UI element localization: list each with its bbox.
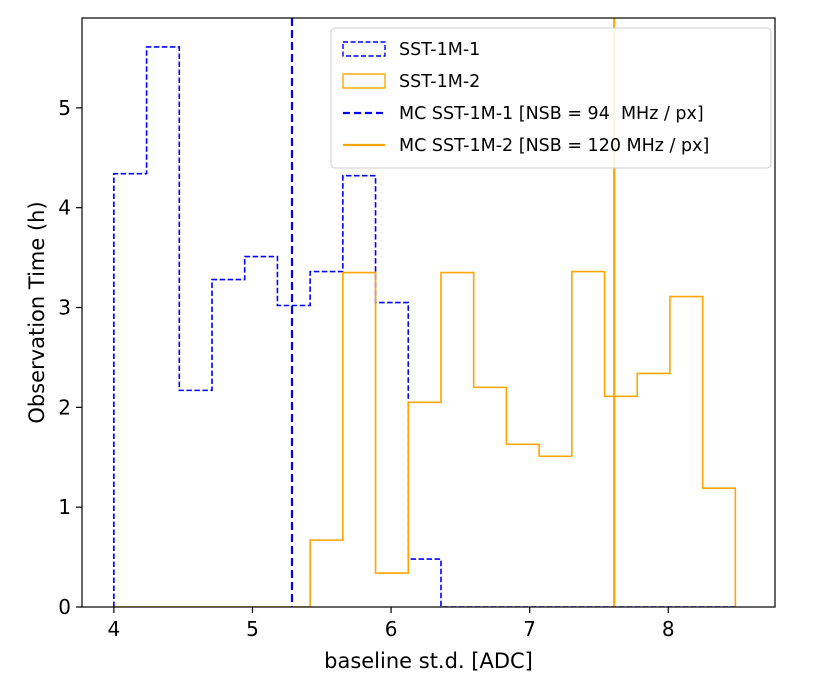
- legend-entry-label: SST-1M-2: [399, 72, 480, 92]
- y-tick-label: 4: [58, 196, 71, 220]
- legend-box: [330, 27, 772, 169]
- axes-frame: [81, 17, 776, 608]
- legend-entry-label: SST-1M-1: [399, 40, 480, 60]
- x-tick-label: 4: [108, 617, 121, 641]
- histogram-series-sst-1m-1: [113, 46, 736, 607]
- x-tick-label: 7: [523, 617, 536, 641]
- x-tick-label: 5: [246, 617, 259, 641]
- legend-swatch: [342, 73, 386, 89]
- ticks: 4 5 6 7 8 0 1 2 3 4 5: [58, 96, 674, 641]
- axes: [81, 17, 776, 608]
- y-tick-label: 3: [58, 296, 71, 320]
- legend-entry-label: MC SST-1M-1 [NSB = 94 MHz / px]: [399, 104, 704, 124]
- histogram-series-sst-1m-2: [113, 270, 737, 607]
- x-tick-label: 8: [662, 617, 675, 641]
- plot-area: [113, 46, 737, 607]
- y-tick-label: 0: [58, 595, 71, 619]
- y-tick-label: 1: [58, 495, 71, 519]
- legend-swatch: [342, 41, 386, 57]
- x-axis-label: baseline st.d. [ADC]: [324, 649, 533, 673]
- y-tick-label: 5: [58, 96, 71, 120]
- y-axis-label: Observation Time (h): [25, 201, 49, 423]
- legend: SST-1M-1 SST-1M-2 MC SST-1M-1 [NSB = 94 MH…: [330, 27, 772, 169]
- legend-entry-label: MC SST-1M-2 [NSB = 120 MHz / px]: [399, 136, 709, 156]
- x-tick-label: 6: [385, 617, 398, 641]
- y-tick-label: 2: [58, 395, 71, 419]
